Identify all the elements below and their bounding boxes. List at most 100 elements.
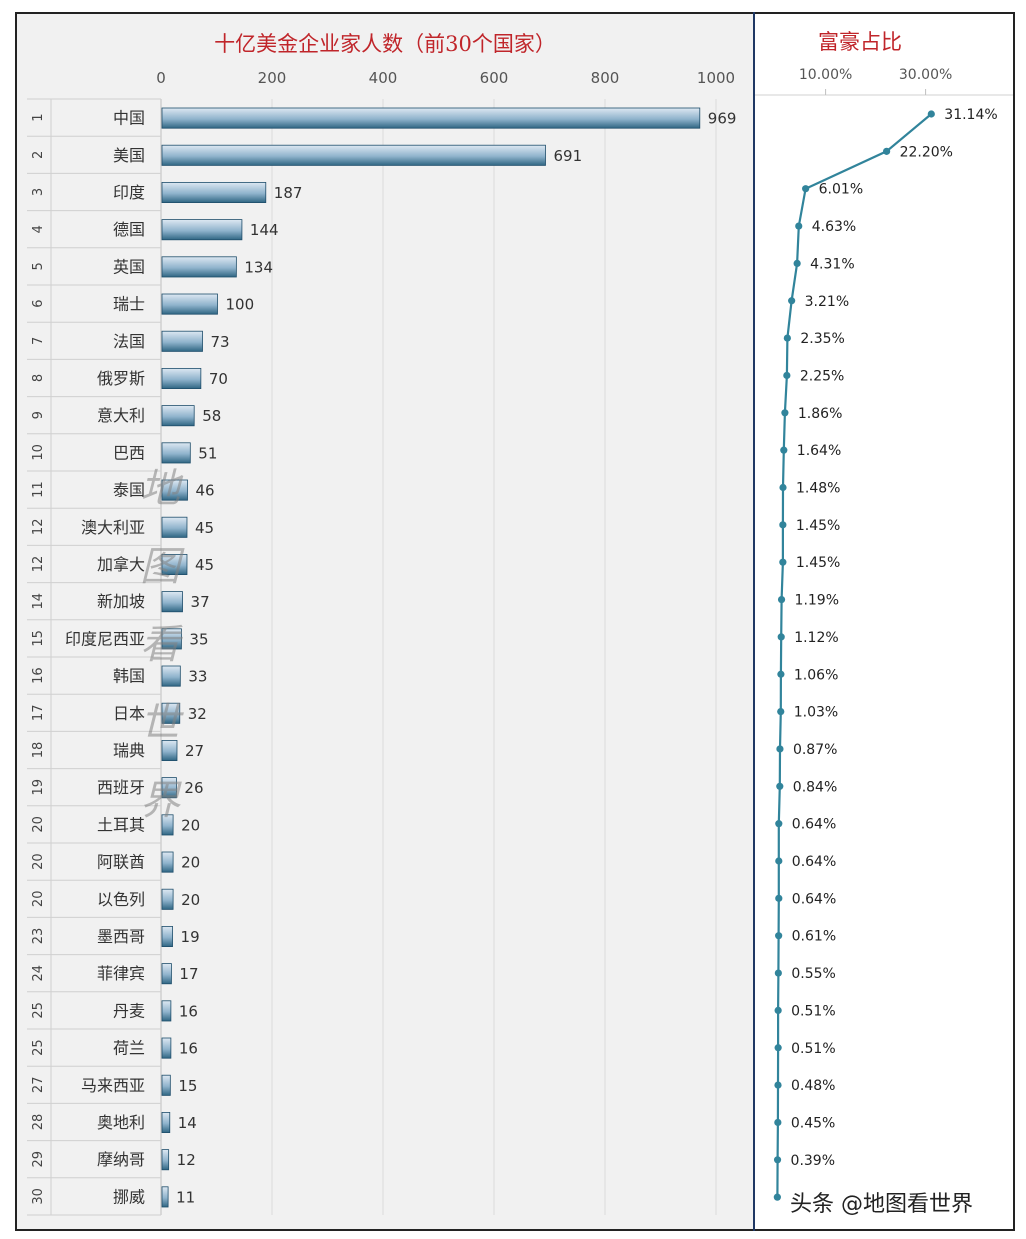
- line-data-label: 1.45%: [796, 518, 840, 534]
- x-tick-label: 400: [369, 69, 398, 87]
- bar-value-label: 15: [178, 1077, 197, 1095]
- category-label: 挪威: [113, 1187, 145, 1206]
- rank-label: 16: [31, 667, 46, 684]
- rank-label: 14: [31, 593, 46, 610]
- line-point: [775, 932, 783, 940]
- bar: [161, 591, 183, 613]
- line-data-label: 1.03%: [794, 705, 838, 721]
- line-point: [777, 708, 785, 716]
- bar: [161, 628, 182, 650]
- bar-value-label: 14: [178, 1114, 197, 1132]
- line-data-label: 0.61%: [792, 929, 836, 945]
- rank-label: 18: [31, 742, 46, 759]
- bar-value-label: 46: [196, 482, 215, 500]
- category-label: 德国: [113, 220, 145, 239]
- bar-value-label: 51: [198, 444, 217, 462]
- category-label: 瑞典: [113, 741, 145, 760]
- rank-label: 19: [31, 779, 46, 796]
- line-data-label: 4.31%: [810, 256, 854, 272]
- rank-label: 12: [31, 556, 46, 573]
- line-point: [927, 110, 935, 118]
- bar: [161, 367, 202, 389]
- line-x-tick-label: 10.00%: [799, 67, 852, 83]
- rank-label: 9: [31, 411, 46, 419]
- category-label: 俄罗斯: [97, 369, 145, 388]
- line-data-label: 3.21%: [805, 294, 849, 310]
- category-label: 土耳其: [97, 815, 145, 834]
- category-label: 摩纳哥: [97, 1150, 145, 1169]
- category-label: 巴西: [113, 443, 145, 462]
- bar-value-label: 100: [226, 296, 255, 314]
- category-label: 墨西哥: [97, 927, 145, 946]
- rank-label: 2: [31, 151, 46, 159]
- line-data-label: 0.87%: [793, 742, 837, 758]
- line-data-label: 4.63%: [812, 219, 856, 235]
- rank-label: 29: [31, 1151, 46, 1168]
- line-data-label: 1.45%: [796, 555, 840, 571]
- bar-value-label: 45: [195, 556, 214, 574]
- category-label: 日本: [113, 704, 145, 723]
- rank-label: 20: [31, 891, 46, 908]
- bar: [161, 107, 701, 129]
- category-label: 以色列: [97, 890, 145, 909]
- category-label: 中国: [113, 109, 145, 128]
- line-data-label: 1.06%: [794, 667, 838, 683]
- bar: [161, 814, 174, 836]
- line-x-tick-label: 30.00%: [899, 67, 952, 83]
- line-chart-title: 富豪占比: [818, 30, 902, 54]
- category-label: 西班牙: [97, 778, 145, 797]
- bar: [161, 963, 172, 985]
- category-label: 荷兰: [113, 1039, 145, 1058]
- watermark-char: 看: [140, 622, 180, 668]
- bar-value-label: 19: [181, 928, 200, 946]
- watermark-char: 图: [140, 544, 180, 590]
- line-chart-panel: [755, 14, 1013, 1229]
- line-point: [780, 446, 788, 454]
- bar-value-label: 187: [274, 184, 303, 202]
- line-data-label: 0.51%: [791, 1003, 835, 1019]
- rank-label: 17: [31, 705, 46, 722]
- bar-value-label: 20: [181, 854, 200, 872]
- rank-label: 30: [31, 1188, 46, 1205]
- bar: [161, 665, 181, 687]
- line-data-label: 0.51%: [791, 1041, 835, 1057]
- watermark-char: 界: [140, 778, 180, 824]
- bar: [161, 330, 203, 352]
- bar: [161, 554, 188, 576]
- rank-label: 23: [31, 928, 46, 945]
- rank-label: 11: [31, 481, 46, 498]
- rank-label: 4: [31, 225, 46, 233]
- line-point: [775, 820, 783, 828]
- line-point: [777, 595, 786, 604]
- line-data-label: 0.84%: [793, 779, 837, 795]
- rank-label: 25: [31, 1002, 46, 1019]
- bar: [161, 1112, 171, 1134]
- bar: [161, 256, 237, 278]
- category-label: 英国: [113, 257, 145, 276]
- bar-chart-panel: [17, 14, 753, 1229]
- line-data-label: 1.48%: [796, 481, 840, 497]
- bar: [161, 1037, 172, 1059]
- category-label: 阿联酋: [97, 853, 145, 872]
- bar: [161, 405, 195, 427]
- bar: [161, 1000, 172, 1022]
- bar: [161, 144, 546, 166]
- line-point: [776, 745, 784, 753]
- bar: [161, 1186, 169, 1208]
- line-data-label: 2.35%: [800, 331, 844, 347]
- watermark-char: 世: [140, 700, 180, 746]
- line-point: [774, 1006, 782, 1015]
- rank-label: 3: [31, 188, 46, 196]
- bar-value-label: 58: [202, 407, 221, 425]
- line-point: [777, 670, 785, 678]
- bar: [161, 777, 177, 799]
- line-point: [793, 259, 801, 267]
- line-data-label: 1.64%: [797, 443, 841, 459]
- rank-label: 7: [31, 337, 46, 345]
- line-point: [781, 409, 789, 417]
- watermark-char: 地: [140, 466, 180, 512]
- bar-value-label: 17: [179, 965, 198, 983]
- line-point: [795, 222, 803, 230]
- rank-label: 24: [31, 965, 46, 982]
- bar-value-label: 27: [185, 742, 204, 760]
